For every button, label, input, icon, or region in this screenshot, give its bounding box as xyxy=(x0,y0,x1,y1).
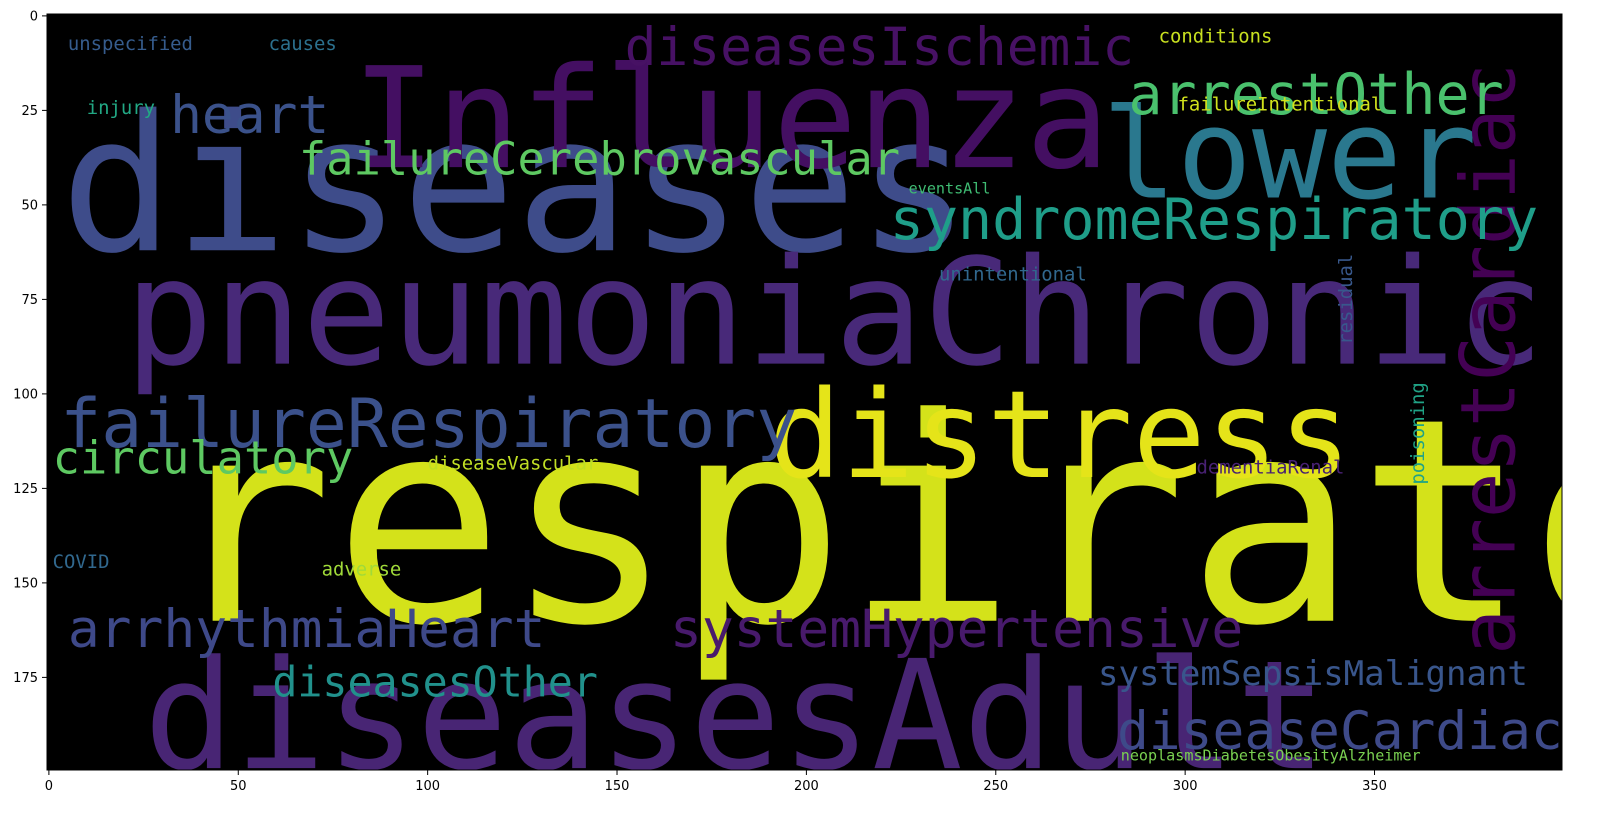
word-diseases: diseases xyxy=(60,75,970,295)
word-Influenza: Influenza xyxy=(352,37,1110,200)
word-systemSepsisMalignant: systemSepsisMalignant xyxy=(1098,654,1528,694)
word-failureRespiratory: failureRespiratory xyxy=(60,385,797,464)
word-poisoning: poisoning xyxy=(1407,382,1429,484)
x-tick-label: 50 xyxy=(230,779,247,794)
word-heart: heart xyxy=(170,85,329,146)
x-tick-label: 200 xyxy=(794,779,819,794)
y-tick-label: 100 xyxy=(13,387,38,402)
y-axis: 0 25 50 75 100 125 150 175 xyxy=(13,9,47,686)
word-unintentional: unintentional xyxy=(939,263,1087,285)
word-unspecified: unspecified xyxy=(68,33,193,55)
y-tick-label: 175 xyxy=(13,671,38,686)
y-tick-label: 75 xyxy=(21,293,38,308)
plot-area xyxy=(47,14,1562,770)
word-syndromeRespiratory: syndromeRespiratory xyxy=(890,187,1538,253)
y-tick-label: 150 xyxy=(13,576,38,591)
y-tick-label: 0 xyxy=(30,9,38,24)
word-dementiaRenal: dementiaRenal xyxy=(1197,456,1345,478)
word-injury: injury xyxy=(87,97,155,119)
y-tick-label: 25 xyxy=(21,104,38,119)
word-failureIntentional: failureIntentional xyxy=(1178,93,1383,115)
y-tick-label: 125 xyxy=(13,482,38,497)
x-tick-label: 100 xyxy=(415,779,440,794)
word-residual: residual xyxy=(1335,254,1357,345)
x-tick-label: 250 xyxy=(983,779,1008,794)
plot-frame xyxy=(46,13,1563,771)
x-tick-label: 300 xyxy=(1173,779,1198,794)
word-systemHypertensive: systemHypertensive xyxy=(670,599,1243,660)
word-adverse: adverse xyxy=(322,558,402,580)
y-tick-label: 50 xyxy=(21,198,38,213)
word-causes: causes xyxy=(269,33,337,55)
word-diseaseCardiac: diseaseCardiac xyxy=(1117,701,1563,762)
word-respiratory: respiratory xyxy=(163,358,1606,688)
x-tick-label: 0 xyxy=(45,779,53,794)
word-lower: lower xyxy=(1102,82,1477,227)
word-eventsAll: eventsAll xyxy=(909,180,991,198)
word-failureCerebrovascular: failureCerebrovascular xyxy=(299,133,900,186)
word-neoplasmsDiabetesObesityAlzheimer: neoplasmsDiabetesObesityAlzheimer xyxy=(1121,747,1421,765)
word-arrestCardiac: arrestCardiac xyxy=(1445,63,1533,655)
word-conditions: conditions xyxy=(1159,25,1273,47)
word-diseasesOther: diseasesOther xyxy=(272,657,598,706)
word-COVID: COVID xyxy=(53,551,110,573)
word-pneumoniaChronic: pneumoniaChronic xyxy=(125,227,1545,399)
word-circulatory: circulatory xyxy=(53,431,354,484)
word-distress: distress xyxy=(769,365,1352,506)
x-axis: 0 50 100 150 200 250 300 350 xyxy=(45,770,1387,794)
word-arrhythmiaHeart: arrhythmiaHeart xyxy=(68,599,546,660)
x-tick-label: 350 xyxy=(1362,779,1387,794)
word-arrestOther: arrestOther xyxy=(1128,62,1503,128)
x-tick-label: 150 xyxy=(605,779,630,794)
word-diseasesIschemic: diseasesIschemic xyxy=(625,17,1135,78)
word-diseaseVascular: diseaseVascular xyxy=(428,452,599,474)
word-diseasesAdult: diseasesAdult xyxy=(144,628,1327,804)
